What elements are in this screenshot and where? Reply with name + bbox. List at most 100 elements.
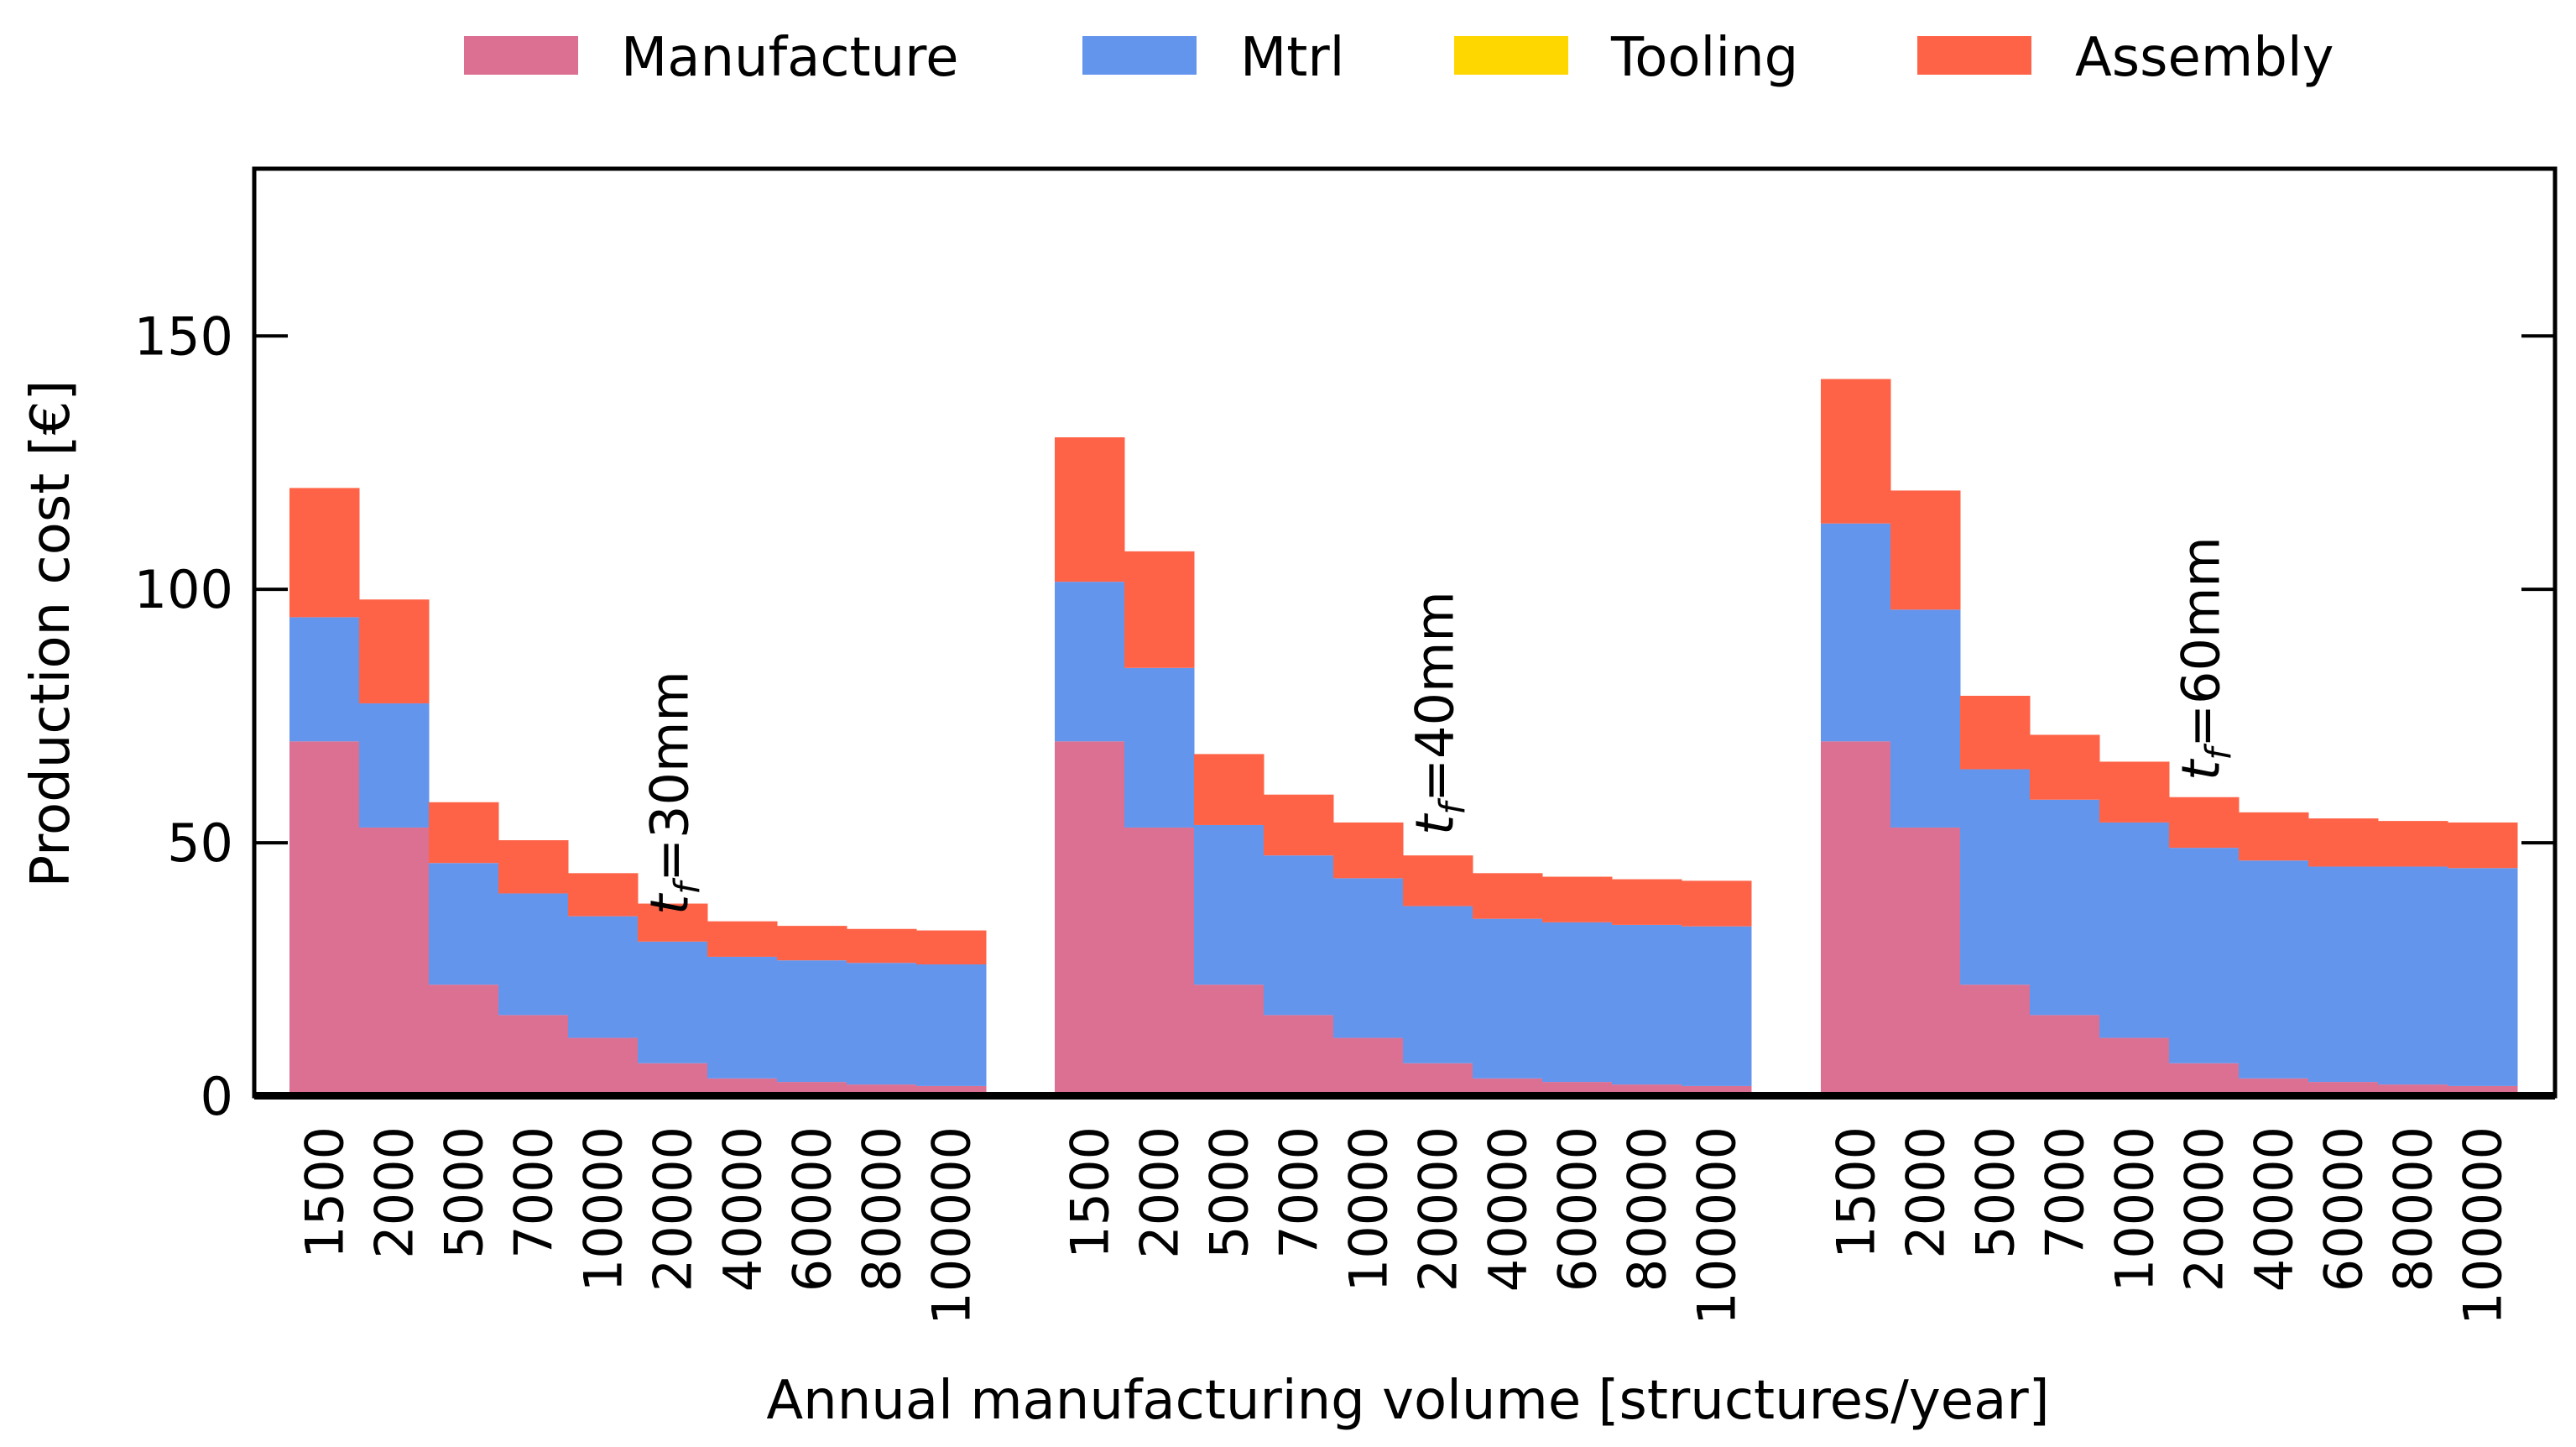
x-tick-label: 20000 <box>1408 1126 1469 1292</box>
bar-mtrl-g1-1500 <box>289 617 360 742</box>
bar-assembly-g3-40000 <box>2239 812 2309 861</box>
x-tick-label: 5000 <box>1965 1126 2026 1259</box>
x-tick-label: 5000 <box>1199 1126 1260 1259</box>
bar-assembly-g3-1500 <box>1821 379 1891 524</box>
bar-mtrl-g2-10000 <box>1333 878 1404 1038</box>
bar-assembly-g1-20000 <box>638 903 708 942</box>
x-tick-label: 20000 <box>643 1126 704 1292</box>
bar-mtrl-g3-1500 <box>1821 523 1891 742</box>
bar-mtrl-g1-2000 <box>359 703 430 828</box>
legend-label: Mtrl <box>1240 27 1344 89</box>
bar-manufacture-g1-7000 <box>498 1015 569 1096</box>
bar-assembly-g2-100000 <box>1682 880 1752 927</box>
group-label-value: =30mm <box>639 671 701 882</box>
group-label-value: =40mm <box>1405 591 1466 802</box>
legend-swatch <box>1917 36 2031 75</box>
bar-mtrl-g1-10000 <box>568 916 639 1038</box>
bar-mtrl-g3-20000 <box>2169 848 2240 1063</box>
bar-manufacture-g1-10000 <box>568 1037 639 1096</box>
bar-manufacture-g3-20000 <box>2169 1063 2240 1096</box>
bar-manufacture-g1-1500 <box>289 741 360 1096</box>
group-label-t: t <box>1405 812 1466 835</box>
bar-mtrl-g2-100000 <box>1682 926 1752 1086</box>
bar-mtrl-g2-7000 <box>1264 855 1334 1016</box>
bar-assembly-g1-1500 <box>289 488 360 618</box>
bar-manufacture-g2-40000 <box>1473 1078 1543 1096</box>
x-axis: 1500 2000 5000 7000 10000 20000 40000 60000 8000… <box>295 1126 2514 1325</box>
legend-label: Tooling <box>1610 27 1798 89</box>
bar-manufacture-g2-1500 <box>1055 741 1125 1096</box>
y-tick-label: 0 <box>201 1066 233 1127</box>
x-tick-label: 100000 <box>2453 1126 2514 1325</box>
group-label-1: tf=30mm <box>639 671 708 915</box>
bar-manufacture-g1-5000 <box>429 985 499 1096</box>
bar-mtrl-g3-60000 <box>2308 866 2379 1083</box>
bar-assembly-g1-80000 <box>847 928 917 964</box>
y-tick-label: 100 <box>134 559 233 620</box>
bar-mtrl-g1-80000 <box>847 963 917 1085</box>
bar-manufacture-g3-2000 <box>1890 827 1961 1096</box>
y-axis-title: Production cost [€] <box>20 380 82 888</box>
x-tick-label: 1500 <box>1060 1126 1121 1259</box>
x-tick-label: 7000 <box>503 1126 565 1259</box>
group-label-2: tf=40mm <box>1405 591 1473 835</box>
bar-assembly-g2-1500 <box>1055 437 1125 582</box>
bar-manufacture-g2-20000 <box>1403 1063 1473 1096</box>
bar-assembly-g2-60000 <box>1542 876 1613 922</box>
bar-assembly-g3-7000 <box>2030 734 2100 800</box>
group-label-3: tf=60mm <box>2171 536 2240 781</box>
bar-manufacture-g2-7000 <box>1264 1015 1334 1096</box>
bar-mtrl-g3-2000 <box>1890 609 1961 828</box>
bar-mtrl-g2-1500 <box>1055 582 1125 742</box>
x-tick-label: 10000 <box>1338 1126 1400 1292</box>
x-tick-label: 10000 <box>2104 1126 2166 1292</box>
bar-mtrl-g2-80000 <box>1612 924 1682 1085</box>
bar-assembly-g2-40000 <box>1473 873 1543 919</box>
bar-assembly-g2-7000 <box>1264 794 1334 856</box>
bar-mtrl-g1-7000 <box>498 893 569 1016</box>
bar-mtrl-g3-40000 <box>2239 860 2309 1079</box>
x-tick-label: 40000 <box>1478 1126 1539 1292</box>
bar-manufacture-g2-2000 <box>1124 827 1195 1096</box>
group-labels: tf=30mm tf=40mm tf=60mm <box>639 536 2240 915</box>
bar-mtrl-g3-5000 <box>1960 769 2031 985</box>
x-tick-label: 80000 <box>852 1126 913 1292</box>
bar-manufacture-g3-5000 <box>1960 985 2031 1096</box>
plot-frame <box>252 166 2558 1099</box>
x-tick-label: 100000 <box>1687 1126 1748 1325</box>
bar-mtrl-g1-100000 <box>916 964 987 1086</box>
bar-mtrl-g2-5000 <box>1194 824 1265 985</box>
legend-swatch <box>1082 36 1197 75</box>
bar-assembly-g3-20000 <box>2169 797 2240 849</box>
y-tick-label: 150 <box>134 306 233 367</box>
legend-label: Assembly <box>2075 27 2334 89</box>
bar-manufacture-g3-10000 <box>2099 1037 2170 1096</box>
bar-assembly-g3-80000 <box>2378 821 2448 867</box>
bar-mtrl-g1-20000 <box>638 941 708 1063</box>
x-tick-label: 7000 <box>1269 1126 1330 1259</box>
bar-mtrl-g2-2000 <box>1124 667 1195 828</box>
x-tick-label: 40000 <box>2244 1126 2305 1292</box>
x-tick-label: 2000 <box>1129 1126 1191 1259</box>
bar-manufacture-g2-5000 <box>1194 985 1265 1096</box>
bar-assembly-g1-100000 <box>916 930 987 965</box>
x-tick-label: 1500 <box>295 1126 356 1259</box>
bar-manufacture-g2-10000 <box>1333 1037 1404 1096</box>
bar-mtrl-g3-100000 <box>2448 868 2518 1086</box>
bar-assembly-g1-10000 <box>568 873 639 917</box>
bar-assembly-g1-2000 <box>359 599 430 704</box>
group-label-t: t <box>2171 758 2232 781</box>
x-tick-label: 60000 <box>1547 1126 1609 1292</box>
bar-manufacture-g3-7000 <box>2030 1015 2100 1096</box>
legend-item-manufacture: Manufacture <box>464 27 958 89</box>
legend-item-assembly: Assembly <box>1917 27 2334 89</box>
x-tick-label: 60000 <box>782 1126 843 1292</box>
x-axis-title: Annual manufacturing volume [structures/… <box>766 1370 2049 1432</box>
bar-manufacture-g3-40000 <box>2239 1078 2309 1096</box>
x-tick-label: 60000 <box>2313 1126 2375 1292</box>
legend-swatch <box>1454 36 1568 75</box>
bar-mtrl-g1-40000 <box>707 956 778 1079</box>
x-tick-label: 2000 <box>1895 1126 1957 1259</box>
